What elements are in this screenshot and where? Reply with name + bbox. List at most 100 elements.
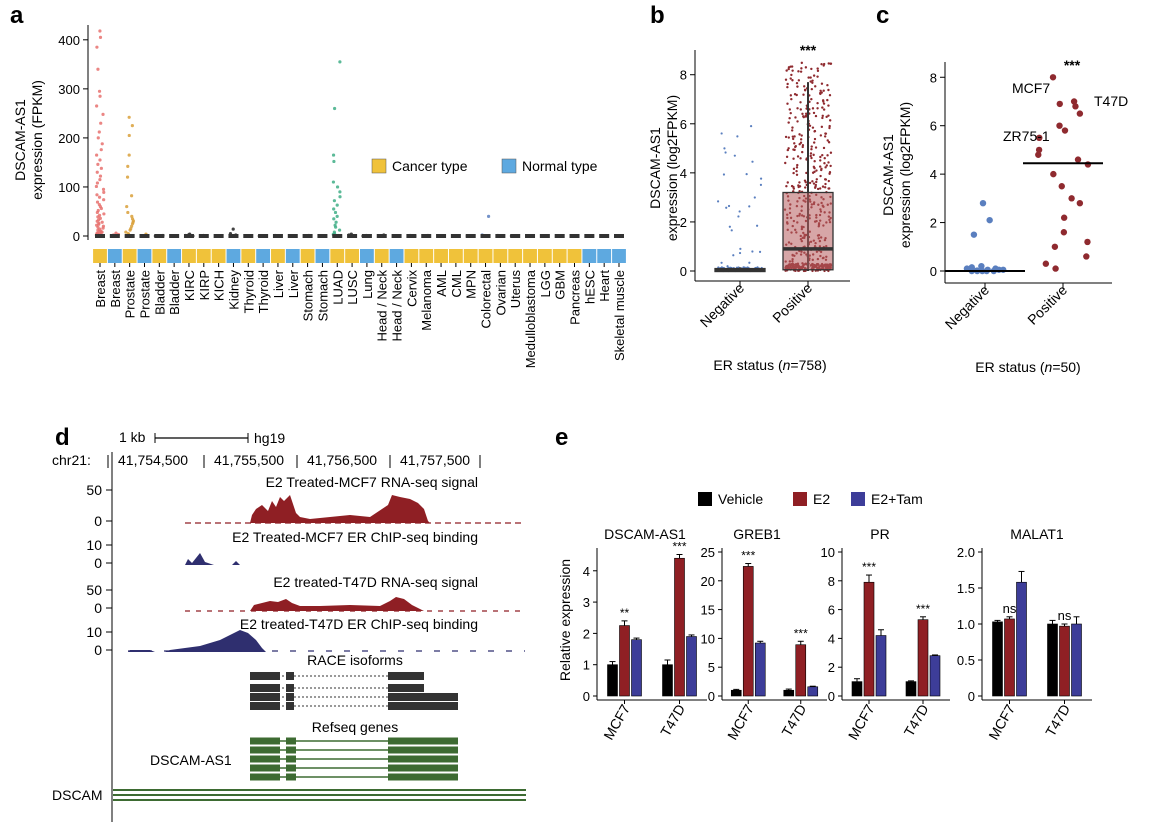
baseline-cluster	[599, 234, 610, 238]
panel-a-scatter: DSCAM-AS1 expression (FPKM) 0 100 200 300 40…	[12, 25, 627, 368]
data-point	[828, 172, 831, 175]
bar	[662, 664, 673, 697]
data-point	[820, 125, 824, 129]
y-tick-label: 0	[930, 264, 937, 279]
track-ymin: 0	[94, 513, 102, 529]
baseline-cluster	[183, 234, 194, 238]
data-point	[787, 66, 791, 69]
coordinate-label: 41,755,500	[214, 452, 284, 468]
type-strip-cell	[463, 249, 478, 263]
x-tick-label: KICH	[212, 270, 227, 301]
data-point	[95, 181, 100, 185]
data-point	[1084, 161, 1092, 168]
data-point	[812, 111, 816, 115]
race-exon	[388, 672, 424, 680]
data-point	[128, 228, 132, 232]
panel-b-ylabel-2: expression (log2FPKM)	[664, 95, 680, 241]
data-point	[819, 174, 822, 178]
data-point	[791, 137, 795, 141]
data-point	[819, 89, 822, 92]
data-point	[788, 108, 791, 111]
scale-label: 1 kb	[119, 429, 146, 445]
data-point	[751, 250, 754, 253]
data-point	[97, 89, 102, 93]
data-point	[795, 81, 799, 85]
data-point	[95, 170, 99, 174]
data-point	[789, 94, 793, 97]
data-point	[130, 194, 134, 198]
type-strip-cell	[434, 249, 448, 263]
data-point	[811, 126, 815, 129]
baseline-cluster	[421, 234, 432, 238]
data-point	[828, 126, 831, 130]
data-point	[130, 124, 134, 128]
refseq-exon	[286, 746, 296, 754]
panel-e-ylabel: Relative expression	[557, 559, 573, 681]
race-exon	[388, 684, 424, 692]
baseline-cluster	[584, 234, 595, 238]
annotation-zr75: ZR75-1	[1003, 128, 1050, 144]
data-point	[736, 135, 739, 138]
data-point	[1076, 110, 1084, 117]
refseq-exon	[250, 737, 280, 745]
data-point	[822, 146, 826, 150]
refseq-exon	[286, 764, 296, 772]
x-tick-label: Head / Neck	[390, 270, 405, 342]
data-point	[829, 62, 832, 65]
data-point	[803, 85, 806, 88]
bar	[1016, 581, 1027, 697]
data-point	[811, 171, 815, 174]
data-point	[130, 222, 135, 226]
data-point	[978, 262, 985, 270]
data-point	[827, 161, 830, 164]
type-strip-cell	[508, 249, 523, 263]
x-tick-label: Liver	[271, 269, 286, 298]
data-point	[1072, 103, 1079, 110]
x-tick-label: Bladder	[152, 269, 167, 314]
x-tick-label: Prostate	[123, 270, 138, 318]
track-ymax: 10	[86, 537, 102, 553]
data-point	[826, 139, 829, 142]
refseq-exon	[286, 773, 296, 781]
type-strip-cell	[493, 249, 508, 263]
data-point	[813, 130, 816, 133]
type-strip-cell	[152, 249, 167, 263]
refseq-exon	[388, 764, 458, 772]
type-strip-cell	[300, 249, 315, 263]
panel-a-ylabel-1: DSCAM-AS1	[12, 99, 28, 181]
significance-label: ***	[916, 602, 930, 616]
y-tick-label: 0	[828, 689, 835, 704]
baseline-cluster	[406, 234, 417, 238]
type-strip-cell	[226, 249, 241, 263]
data-point	[727, 204, 731, 208]
gene-label-dscam-as1: DSCAM-AS1	[150, 752, 232, 768]
data-point	[1052, 265, 1059, 272]
race-exon	[388, 702, 458, 710]
refseq-exon	[388, 737, 458, 745]
data-point	[98, 94, 102, 98]
legend-vehicle-swatch	[698, 492, 712, 506]
data-point	[784, 135, 788, 139]
legend-cancer-label: Cancer type	[392, 158, 468, 174]
data-point	[804, 114, 808, 117]
bar	[905, 681, 917, 697]
data-point	[786, 102, 789, 105]
data-point	[815, 178, 819, 181]
panel-letter-e: e	[555, 424, 568, 451]
data-point	[816, 101, 819, 105]
y-tick-label: 4	[828, 631, 835, 646]
type-strip-cell	[478, 249, 493, 263]
gene-label-dscam: DSCAM	[52, 787, 103, 803]
y-tick-label: 2	[680, 215, 687, 230]
data-point	[334, 220, 338, 224]
y-tick-label: 8	[828, 574, 835, 589]
data-point	[1061, 127, 1069, 134]
legend-cancer-swatch	[371, 158, 387, 174]
data-point	[790, 129, 794, 132]
data-point	[787, 147, 790, 150]
significance-label: ***	[672, 540, 686, 554]
bar	[1004, 618, 1015, 697]
y-tick-label: 8	[930, 70, 937, 85]
baseline-cluster	[243, 234, 254, 238]
data-point	[798, 181, 801, 184]
